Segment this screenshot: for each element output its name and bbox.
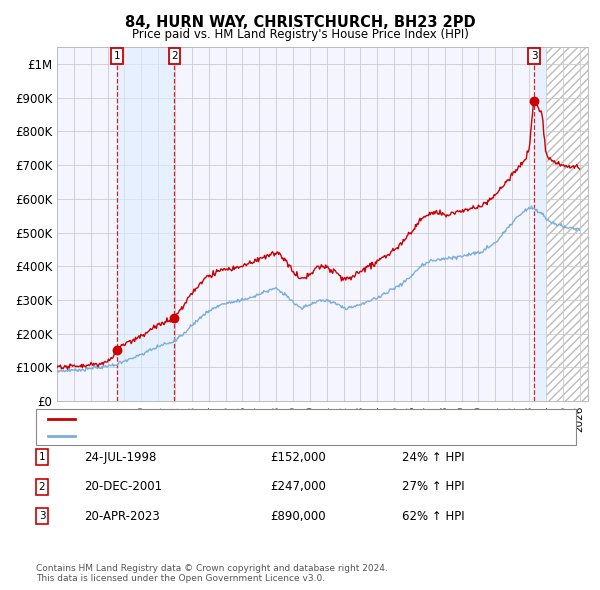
- Point: [112, 345, 122, 355]
- Text: £247,000: £247,000: [270, 480, 326, 493]
- Text: 62% ↑ HPI: 62% ↑ HPI: [402, 510, 464, 523]
- Text: 84, HURN WAY, CHRISTCHURCH, BH23 2PD (detached house): 84, HURN WAY, CHRISTCHURCH, BH23 2PD (de…: [81, 414, 399, 424]
- Text: 84, HURN WAY, CHRISTCHURCH, BH23 2PD: 84, HURN WAY, CHRISTCHURCH, BH23 2PD: [125, 15, 475, 30]
- Bar: [534, 47, 546, 401]
- Text: 3: 3: [38, 512, 46, 521]
- Text: 2: 2: [171, 51, 178, 61]
- Text: 24% ↑ HPI: 24% ↑ HPI: [402, 451, 464, 464]
- Text: 27% ↑ HPI: 27% ↑ HPI: [402, 480, 464, 493]
- Text: 20-DEC-2001: 20-DEC-2001: [84, 480, 162, 493]
- Bar: [546, 47, 588, 401]
- Text: £890,000: £890,000: [270, 510, 326, 523]
- Text: HPI: Average price, detached house, Bournemouth Christchurch and Poole: HPI: Average price, detached house, Bour…: [81, 431, 469, 441]
- Bar: [117, 47, 175, 401]
- Text: 24-JUL-1998: 24-JUL-1998: [84, 451, 157, 464]
- Text: 1: 1: [113, 51, 121, 61]
- Point: [529, 96, 539, 106]
- Text: 20-APR-2023: 20-APR-2023: [84, 510, 160, 523]
- Text: Price paid vs. HM Land Registry's House Price Index (HPI): Price paid vs. HM Land Registry's House …: [131, 28, 469, 41]
- Text: 3: 3: [531, 51, 538, 61]
- Text: £152,000: £152,000: [270, 451, 326, 464]
- Text: Contains HM Land Registry data © Crown copyright and database right 2024.
This d: Contains HM Land Registry data © Crown c…: [36, 563, 388, 583]
- Text: 2: 2: [38, 482, 46, 491]
- Text: 1: 1: [38, 453, 46, 462]
- Point: [170, 313, 179, 323]
